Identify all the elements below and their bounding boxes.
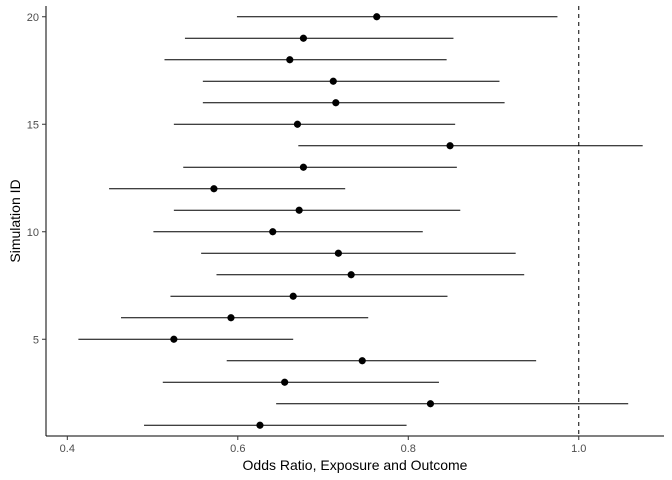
point-estimate-6 <box>227 314 235 322</box>
point-estimate-18 <box>286 56 294 64</box>
point-estimate-14 <box>446 142 454 150</box>
point-estimate-13 <box>299 163 308 171</box>
y-axis-ticks: 5 10 15 20 <box>27 12 46 346</box>
point-estimate-5 <box>170 335 178 343</box>
point-estimate-17 <box>329 77 337 85</box>
point-estimate-1 <box>256 421 264 429</box>
x-axis-ticks: 0.4 0.6 0.8 1.0 <box>60 436 586 455</box>
point-estimate-7 <box>289 292 297 300</box>
point-estimate-10 <box>269 228 277 236</box>
plot-marks <box>78 6 643 436</box>
y-tick-label: 10 <box>27 227 39 239</box>
y-tick-label: 20 <box>27 12 39 24</box>
point-estimate-2 <box>426 400 435 408</box>
point-estimate-11 <box>295 206 303 214</box>
point-estimate-16 <box>332 99 340 107</box>
point-estimate-15 <box>293 120 302 128</box>
x-tick-label: 0.8 <box>401 443 416 455</box>
x-tick-label: 0.4 <box>60 443 75 455</box>
point-estimate-20 <box>373 13 381 21</box>
point-estimate-9 <box>334 249 342 257</box>
y-axis-title: Simulation ID <box>7 179 23 262</box>
point-estimate-19 <box>299 34 308 42</box>
point-estimate-4 <box>358 357 366 365</box>
x-tick-label: 0.6 <box>230 443 245 455</box>
y-tick-label: 5 <box>33 334 39 346</box>
x-axis-title: Odds Ratio, Exposure and Outcome <box>243 457 468 473</box>
point-estimate-3 <box>281 378 289 386</box>
point-estimate-8 <box>347 271 355 279</box>
x-tick-label: 1.0 <box>571 443 586 455</box>
point-estimate-12 <box>210 185 218 193</box>
y-tick-label: 15 <box>27 119 39 131</box>
